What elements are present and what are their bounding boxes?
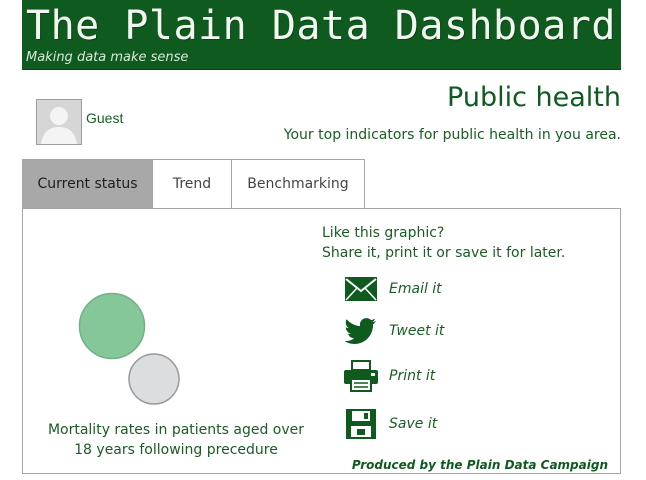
tweet-it-button[interactable]: Tweet it: [343, 313, 444, 349]
email-it-label: Email it: [389, 281, 442, 297]
bubble-chart: [78, 292, 180, 405]
user-silhouette-icon: [37, 100, 81, 144]
user-name[interactable]: Guest: [86, 110, 124, 126]
share-intro-line1: Like this graphic?: [322, 225, 445, 241]
print-it-button[interactable]: Print it: [343, 358, 435, 394]
chart-caption: Mortality rates in patients aged over 18…: [47, 422, 305, 458]
save-it-button[interactable]: Save it: [343, 406, 437, 442]
site-title: The Plain Data Dashboard: [26, 3, 616, 49]
email-it-button[interactable]: Email it: [343, 271, 442, 307]
tab-benchmarking[interactable]: Benchmarking: [232, 159, 365, 209]
tab-bar: Current status Trend Benchmarking: [22, 159, 365, 209]
share-intro: Like this graphic? Share it, print it or…: [322, 223, 565, 263]
page-title: Public health: [447, 82, 621, 113]
printer-icon: [343, 358, 379, 394]
share-intro-line2: Share it, print it or save it for later.: [322, 245, 566, 261]
page-subtitle: Your top indicators for public health in…: [283, 127, 621, 143]
tab-trend[interactable]: Trend: [153, 159, 232, 209]
site-tagline: Making data make sense: [26, 50, 189, 65]
floppy-disk-icon: [343, 406, 379, 442]
footer-credit: Produced by the Plain Data Campaign: [351, 458, 608, 472]
header-banner: The Plain Data Dashboard Making data mak…: [22, 0, 621, 70]
comparison-rate-bubble: [128, 353, 180, 405]
twitter-bird-icon: [343, 313, 379, 349]
print-it-label: Print it: [389, 368, 436, 384]
avatar[interactable]: [36, 99, 82, 145]
primary-rate-bubble: [78, 292, 146, 360]
tweet-it-label: Tweet it: [389, 323, 445, 339]
save-it-label: Save it: [389, 416, 438, 432]
tab-current-status[interactable]: Current status: [22, 159, 153, 209]
envelope-icon: [343, 271, 379, 307]
